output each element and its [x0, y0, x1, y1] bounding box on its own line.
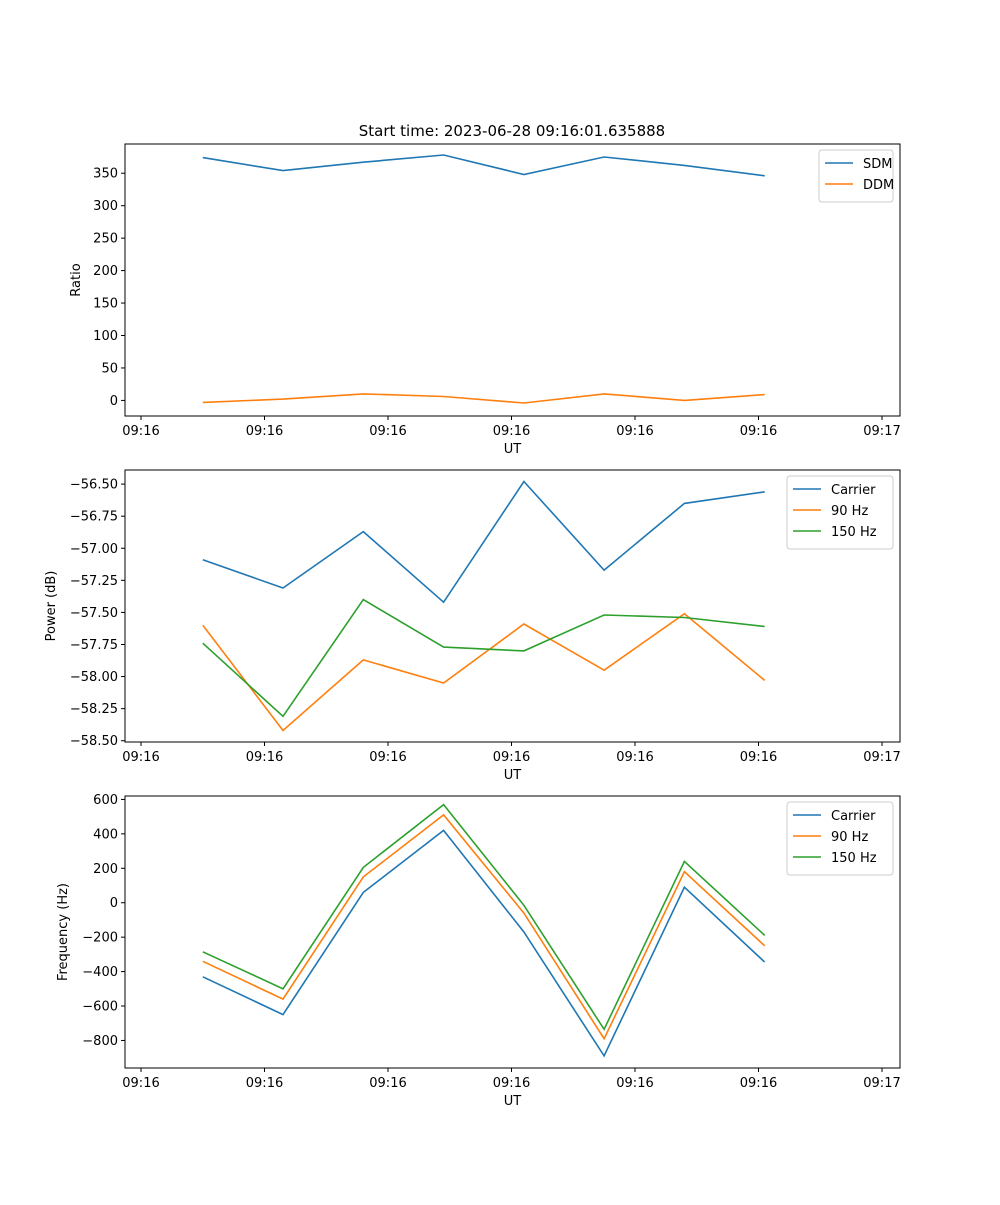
x-tick-label: 09:16: [740, 1076, 777, 1091]
x-tick-label: 09:16: [369, 1076, 406, 1091]
y-tick-label: 150: [93, 297, 118, 312]
y-tick-label: −57.00: [70, 542, 118, 557]
y-tick-label: −57.50: [70, 606, 118, 621]
x-tick-label: 09:17: [863, 424, 900, 439]
series-line-90-hz: [202, 612, 766, 732]
x-tick-label: 09:16: [616, 1076, 653, 1091]
x-axis-label: UT: [504, 1094, 522, 1109]
x-tick-label: 09:16: [369, 424, 406, 439]
y-tick-label: 350: [93, 167, 118, 182]
y-axis-label: Ratio: [69, 263, 84, 296]
legend: Carrier 90 Hz 150 Hz: [786, 801, 894, 876]
subplot-3: 09:16 09:16 09:16 09:16 09:16 09:16 09:17 −800 −…: [56, 793, 901, 1109]
y-tick-label: −800: [82, 1034, 118, 1049]
x-tick-label: 09:16: [493, 1076, 530, 1091]
figure-title: Start time: 2023-06-28 09:16:01.635888: [359, 122, 665, 140]
legend: Carrier 90 Hz 150 Hz: [786, 475, 894, 550]
y-tick-label: −58.25: [70, 702, 118, 717]
x-tick-label: 09:16: [740, 750, 777, 765]
legend-label: SDM: [863, 157, 892, 172]
y-tick-label: −58.00: [70, 670, 118, 685]
y-tick-label: 0: [110, 896, 118, 911]
legend-label: 150 Hz: [831, 525, 877, 540]
y-tick-label: −57.75: [70, 638, 118, 653]
axes-frame: [124, 469, 901, 743]
subplots: 09:16 09:16 09:16 09:16 09:16 09:16 09:17 0 50 10…: [44, 143, 901, 1109]
y-tick-label: 100: [93, 329, 118, 344]
subplot-1: 09:16 09:16 09:16 09:16 09:16 09:16 09:17 0 50 10…: [69, 143, 901, 457]
legend: SDM DDM: [818, 149, 894, 203]
y-tick-label: −56.50: [70, 478, 118, 493]
series-line-150-hz: [202, 598, 765, 718]
legend-label: DDM: [863, 178, 894, 193]
x-tick-label: 09:16: [369, 750, 406, 765]
y-tick-label: 0: [110, 394, 118, 409]
x-tick-label: 09:16: [740, 424, 777, 439]
y-tick-label: −200: [82, 931, 118, 946]
series-line-150-hz: [202, 803, 766, 1031]
x-tick-label: 09:16: [616, 424, 653, 439]
y-tick-label: −400: [82, 965, 118, 980]
legend-label: Carrier: [831, 483, 876, 498]
axes-frame: [124, 795, 901, 1069]
legend-label: 150 Hz: [831, 851, 877, 866]
series-line-carrier: [202, 829, 766, 1058]
y-axis-label: Frequency (Hz): [56, 883, 71, 981]
x-tick-label: 09:16: [246, 424, 283, 439]
subplot-2: 09:16 09:16 09:16 09:16 09:16 09:16 09:17 −58.5…: [44, 469, 901, 783]
x-tick-label: 09:16: [246, 750, 283, 765]
legend-label: 90 Hz: [831, 504, 868, 519]
axes-frame: [124, 143, 901, 417]
y-tick-label: −56.75: [70, 510, 118, 525]
y-tick-label: 250: [93, 232, 118, 247]
y-tick-label: 600: [93, 793, 118, 808]
x-tick-label: 09:16: [122, 1076, 159, 1091]
series-line-ddm: [202, 393, 765, 404]
x-tick-label: 09:16: [493, 750, 530, 765]
x-axis-label: UT: [504, 442, 522, 457]
series-line-90-hz: [202, 813, 766, 1041]
y-tick-label: 50: [101, 361, 118, 376]
x-tick-label: 09:16: [493, 424, 530, 439]
x-tick-label: 09:17: [863, 750, 900, 765]
x-axis-label: UT: [504, 768, 522, 783]
y-tick-label: 200: [93, 264, 118, 279]
y-tick-label: 200: [93, 862, 118, 877]
y-axis-label: Power (dB): [44, 571, 59, 642]
x-tick-label: 09:17: [863, 1076, 900, 1091]
x-tick-label: 09:16: [122, 424, 159, 439]
legend-label: Carrier: [831, 809, 876, 824]
series-line-carrier: [202, 480, 765, 604]
y-tick-label: −58.50: [70, 734, 118, 749]
legend-label: 90 Hz: [831, 830, 868, 845]
y-tick-label: 400: [93, 827, 118, 842]
x-tick-label: 09:16: [246, 1076, 283, 1091]
series-line-sdm: [202, 154, 765, 177]
y-tick-label: −600: [82, 1000, 118, 1015]
y-tick-label: 300: [93, 199, 118, 214]
x-tick-label: 09:16: [122, 750, 159, 765]
y-tick-label: −57.25: [70, 574, 118, 589]
x-tick-label: 09:16: [616, 750, 653, 765]
